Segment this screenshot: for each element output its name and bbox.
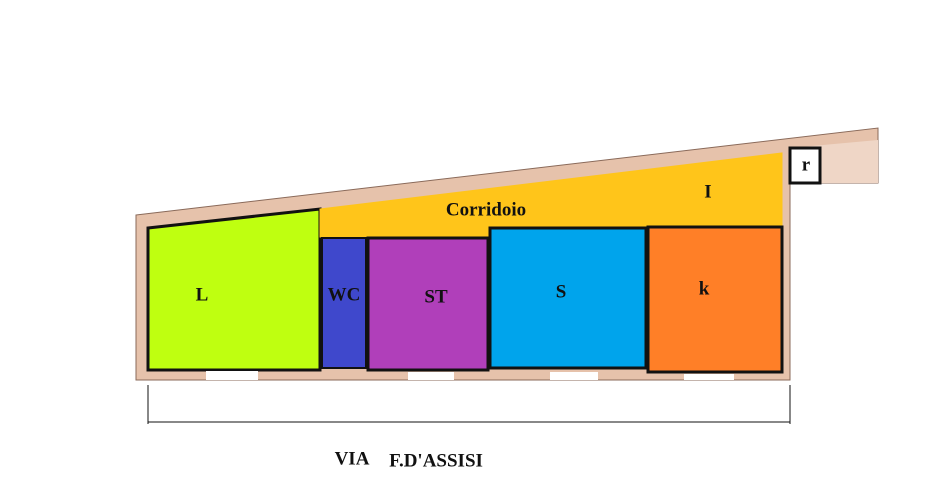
room-label: I bbox=[704, 181, 711, 202]
room-label: L bbox=[196, 284, 209, 305]
room-label: S bbox=[556, 281, 567, 302]
room-label: Corridoio bbox=[446, 199, 526, 220]
room-label: k bbox=[699, 278, 710, 299]
window bbox=[550, 372, 598, 380]
street-name: F.D'ASSISI bbox=[389, 450, 483, 471]
street-prefix: VIA bbox=[335, 448, 370, 469]
window bbox=[684, 374, 734, 380]
room-s bbox=[488, 226, 648, 370]
room-l bbox=[146, 207, 322, 372]
room-label: WC bbox=[328, 284, 361, 305]
dimension-line bbox=[147, 385, 791, 424]
windows bbox=[206, 371, 734, 380]
room-k bbox=[646, 225, 784, 374]
window bbox=[408, 372, 454, 380]
room-st bbox=[366, 236, 490, 372]
room-wc bbox=[321, 237, 367, 369]
room-label: r bbox=[802, 154, 811, 175]
room-label: ST bbox=[424, 286, 448, 307]
room-r bbox=[788, 146, 822, 185]
window bbox=[206, 371, 258, 380]
